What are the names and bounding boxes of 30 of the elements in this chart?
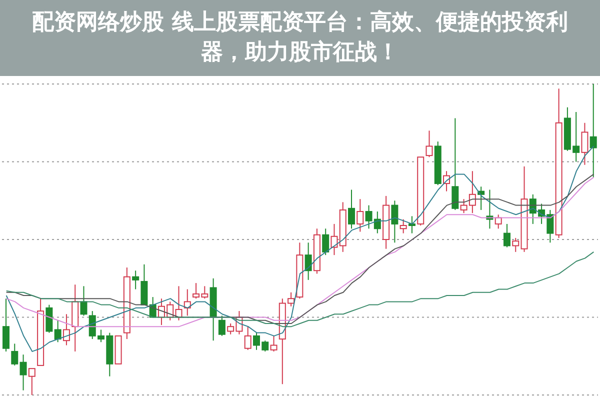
candlestick — [46, 304, 53, 334]
candlestick — [512, 237, 520, 252]
candlestick — [184, 288, 191, 316]
chart-title: 配资网络炒股 线上股票配资平台：高效、便捷的投资利器，助力股市征战！ — [0, 0, 600, 76]
candlestick — [132, 270, 140, 290]
candlestick — [218, 315, 226, 336]
candlestick — [452, 118, 459, 210]
candlestick — [590, 84, 597, 178]
candlestick — [2, 298, 10, 352]
candlestick — [503, 223, 510, 248]
candlestick — [356, 198, 364, 232]
candlestick — [322, 228, 330, 256]
candlestick — [400, 218, 407, 234]
candlestick — [494, 214, 502, 230]
candlestick — [20, 354, 27, 391]
candlestick — [330, 223, 338, 256]
candlestick — [426, 130, 433, 158]
candlestick — [140, 264, 148, 306]
candlestick — [270, 335, 278, 352]
candlestick — [80, 286, 88, 316]
candlestick — [304, 242, 312, 280]
candlestick — [54, 320, 62, 343]
candlestick — [62, 314, 70, 346]
candlestick — [244, 326, 252, 350]
candlestick — [391, 200, 398, 244]
candlestick — [28, 368, 36, 395]
candlestick — [348, 189, 356, 230]
candlestick — [581, 122, 588, 166]
candlestick — [11, 343, 18, 366]
candlestick — [408, 216, 416, 234]
